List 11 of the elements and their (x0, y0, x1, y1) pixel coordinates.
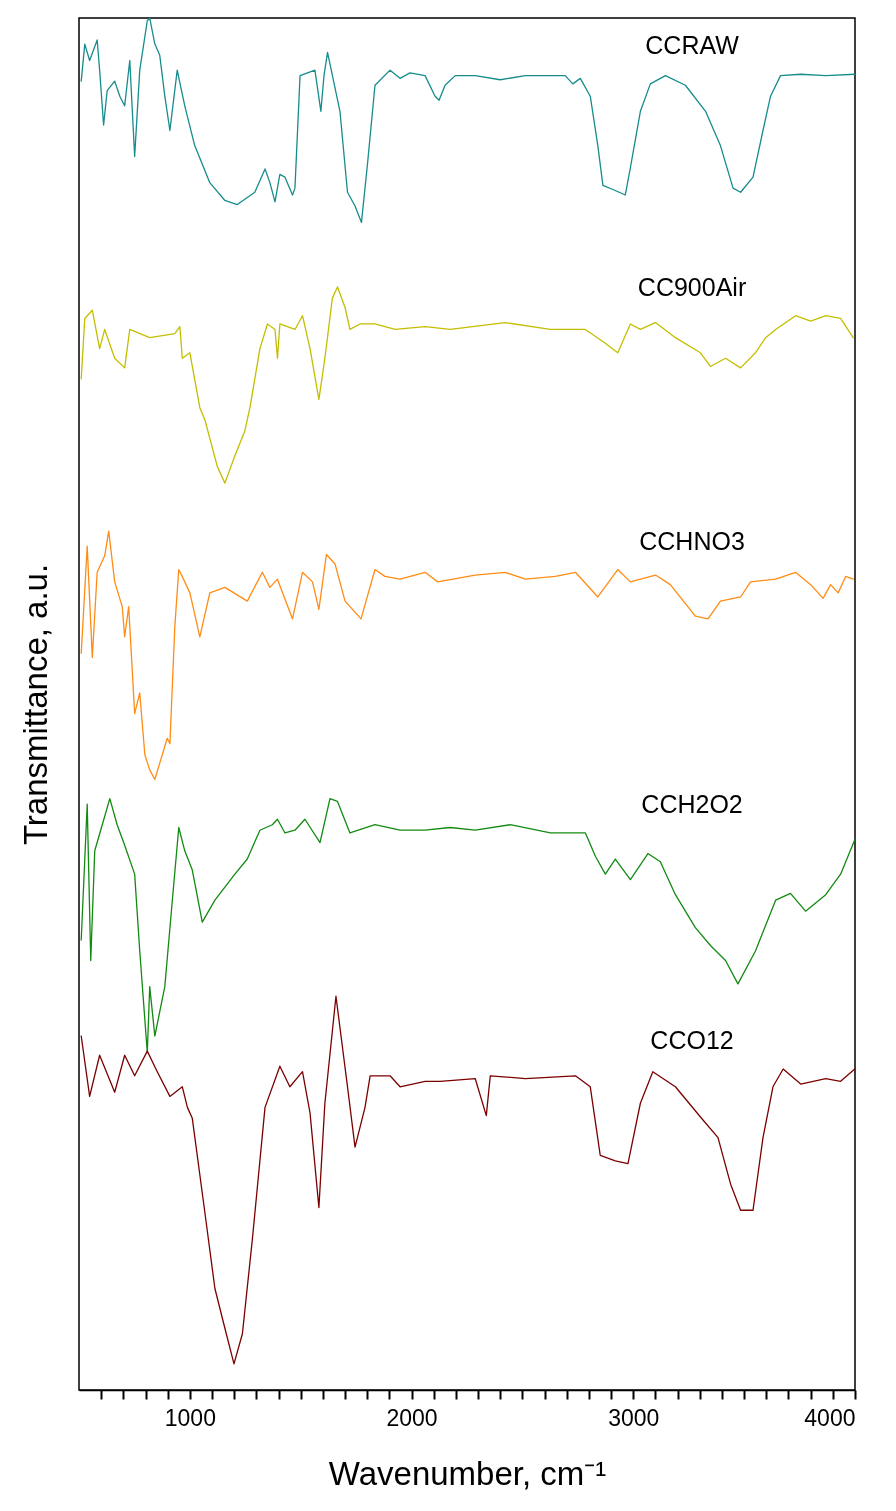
x-tick-label: 2000 (386, 1404, 438, 1431)
x-tick-label: 4000 (804, 1404, 856, 1431)
series-label: CCO12 (650, 1025, 734, 1054)
series-label: CCH2O2 (641, 789, 743, 818)
x-axis-title: Wavenumber, cm⁻¹ (328, 1454, 607, 1492)
x-tick-label: 1000 (164, 1404, 216, 1431)
series-label: CCHNO3 (639, 526, 745, 555)
series-label: CCRAW (645, 31, 740, 60)
y-axis-title: Transmittance, a.u. (16, 563, 54, 846)
x-tick-label: 3000 (608, 1404, 660, 1431)
series-label: CC900Air (637, 272, 747, 301)
